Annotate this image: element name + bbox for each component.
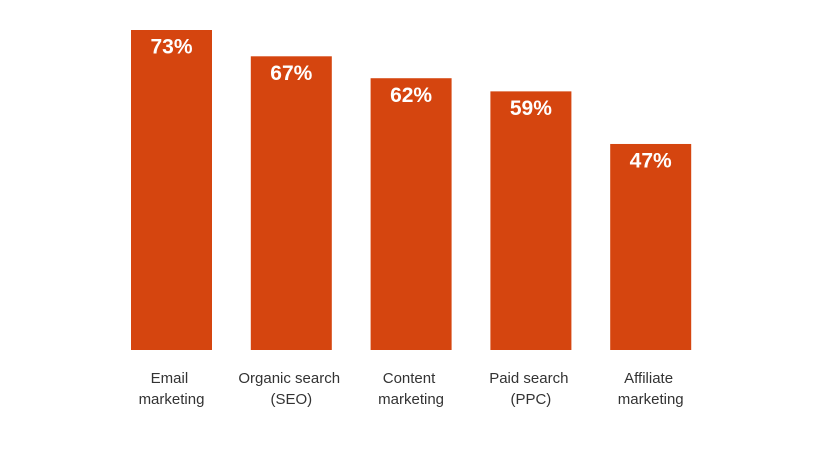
bar [131, 30, 212, 350]
value-label: 59% [510, 97, 552, 120]
bar [250, 56, 332, 351]
bar [610, 143, 692, 350]
x-tick-label: Paid search (PPC) [489, 370, 572, 408]
value-label: 47% [630, 150, 672, 173]
x-tick-label: Affiliate marketing [618, 370, 684, 408]
bar [490, 91, 572, 350]
bar [370, 78, 452, 350]
value-label: 73% [150, 36, 192, 59]
x-tick-label: Email marketing [139, 370, 205, 408]
value-label: 67% [270, 62, 312, 85]
x-tick-label: Content marketing [378, 370, 444, 408]
value-label: 62% [390, 84, 432, 107]
x-tick-label: Organic search (SEO) [238, 370, 344, 408]
